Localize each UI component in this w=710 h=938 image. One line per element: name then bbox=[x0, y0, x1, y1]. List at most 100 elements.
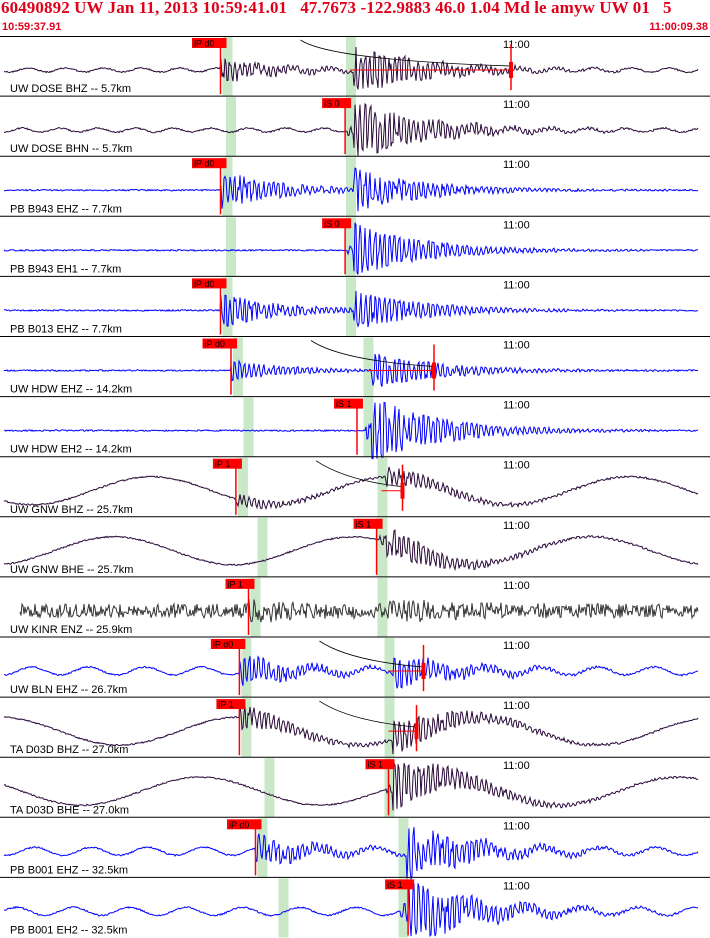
pick-label-box bbox=[353, 518, 383, 529]
waveform bbox=[4, 655, 699, 689]
pick-label-box bbox=[192, 158, 227, 169]
minute-label: 11:00 bbox=[503, 340, 530, 352]
pick-label-box bbox=[210, 639, 246, 649]
minute-label: 11:00 bbox=[503, 580, 530, 592]
station-label: UW HDW EHZ -- 14.2km bbox=[10, 384, 132, 396]
waveform bbox=[4, 402, 699, 460]
waveform bbox=[3, 222, 699, 275]
s-window bbox=[346, 157, 356, 217]
minute-label: 11:00 bbox=[503, 820, 530, 832]
trace-row[interactable]: iP d0 11:00 UW BLN EHZ -- 26.7km bbox=[0, 636, 710, 698]
station-label: UW GNW BHZ -- 25.7km bbox=[10, 504, 133, 516]
waveform bbox=[19, 598, 699, 623]
pick-label-box bbox=[216, 699, 246, 710]
station-label: UW DOSE BHN -- 5.7km bbox=[10, 143, 132, 155]
station-label: PB B943 EH1 -- 7.7km bbox=[10, 263, 121, 275]
minute-label: 11:00 bbox=[503, 700, 530, 712]
minute-label: 11:00 bbox=[503, 880, 530, 892]
minute-label: 11:00 bbox=[503, 460, 530, 472]
p-window bbox=[222, 37, 233, 97]
trace-row[interactable]: iP 1 11:00 UW KINR ENZ -- 25.9km bbox=[0, 576, 710, 637]
trace-row[interactable]: iP 1 11:00 UW GNW BHZ -- 25.7km bbox=[0, 456, 710, 517]
pick-label: iP d0 bbox=[194, 39, 214, 49]
minute-label: 11:00 bbox=[503, 520, 530, 532]
coda-fit-curve bbox=[315, 460, 403, 488]
p-window bbox=[257, 517, 268, 577]
event-header: 60490892 UW Jan 11, 2013 10:59:41.01 47.… bbox=[0, 0, 710, 37]
waveform bbox=[3, 466, 699, 511]
coda-handle[interactable] bbox=[509, 62, 513, 78]
p-window bbox=[222, 157, 233, 217]
pick-label: iP d0 bbox=[205, 339, 225, 349]
minute-label: 11:00 bbox=[503, 99, 530, 111]
pick-label: iP 1 bbox=[228, 579, 243, 589]
station-label: TA D03D BHE -- 27.0km bbox=[10, 804, 129, 816]
trace-row[interactable]: iS 1 11:00 TA D03D BHE -- 27.0km bbox=[0, 756, 710, 818]
pick-label-box bbox=[227, 819, 262, 830]
window-end-time: 11:00:09.38 bbox=[649, 21, 708, 33]
minute-label: 11:00 bbox=[503, 760, 530, 772]
trace-row[interactable]: iP 1 11:00 TA D03D BHZ -- 27.0km bbox=[0, 696, 710, 758]
trace-row[interactable]: iP d0 11:00 UW DOSE BHZ -- 5.7km bbox=[3, 37, 699, 97]
s-window bbox=[384, 698, 395, 758]
p-window bbox=[233, 337, 243, 397]
s-window bbox=[377, 457, 388, 517]
station-label: UW DOSE BHZ -- 5.7km bbox=[10, 83, 131, 95]
minute-label: 11:00 bbox=[503, 159, 530, 171]
pick-label: iP d0 bbox=[229, 820, 249, 830]
trace-row[interactable]: iS 0 11:00 PB B943 EH1 -- 7.7km bbox=[0, 215, 710, 277]
pick-label: iP 1 bbox=[218, 700, 233, 710]
trace-row[interactable]: iS 1 11:00 PB B001 EH2 -- 32.5km bbox=[0, 876, 710, 938]
coda-fit-curve bbox=[310, 340, 435, 367]
pick-label: iS 1 bbox=[336, 399, 352, 409]
station-label: PB B001 EH2 -- 32.5km bbox=[10, 925, 127, 937]
minute-label: 11:00 bbox=[503, 640, 530, 652]
minute-label: 11:00 bbox=[503, 39, 530, 51]
window-start-time: 10:59:37.91 bbox=[2, 21, 62, 33]
waveform bbox=[3, 529, 699, 572]
p-window bbox=[226, 97, 236, 157]
coda-handle[interactable] bbox=[414, 723, 419, 740]
pick-label-box bbox=[225, 578, 255, 589]
p-window bbox=[241, 638, 252, 698]
waveform bbox=[3, 827, 699, 880]
station-label: PB B001 EHZ -- 32.5km bbox=[10, 864, 128, 876]
trace-row[interactable]: iS 0 11:00 UW DOSE BHN -- 5.7km bbox=[0, 95, 710, 157]
p-window bbox=[222, 277, 233, 337]
coda-handle[interactable] bbox=[421, 663, 426, 679]
waveform bbox=[3, 290, 699, 328]
trace-row[interactable]: iP d0 11:00 PB B943 EHZ -- 7.7km bbox=[0, 155, 710, 217]
seismogram-panel[interactable]: iP d0 11:00 UW DOSE BHZ -- 5.7km iS 0 11:00 U… bbox=[0, 36, 710, 938]
coda-fit-curve bbox=[319, 640, 424, 668]
s-window bbox=[346, 37, 356, 97]
coda-handle[interactable] bbox=[432, 362, 436, 379]
pick-label-box bbox=[365, 759, 395, 770]
waveform bbox=[3, 761, 699, 811]
station-label: UW BLN EHZ -- 26.7km bbox=[10, 684, 127, 696]
station-label: UW GNW BHE -- 25.7km bbox=[10, 564, 133, 576]
p-window bbox=[278, 878, 289, 938]
s-window bbox=[384, 638, 395, 698]
coda-fit-curve bbox=[319, 700, 417, 728]
trace-row[interactable]: iS 1 11:00 UW GNW BHE -- 25.7km bbox=[0, 516, 710, 577]
station-label: PB B013 EHZ -- 7.7km bbox=[10, 324, 122, 336]
s-window bbox=[346, 277, 356, 337]
pick-label: iS 1 bbox=[368, 760, 384, 770]
trace-row[interactable]: iP d0 11:00 PB B013 EHZ -- 7.7km bbox=[0, 275, 710, 337]
pick-label-box bbox=[385, 879, 415, 890]
trace-row[interactable]: iS 1 11:00 UW HDW EH2 -- 14.2km bbox=[0, 396, 710, 460]
station-label: TA D03D BHZ -- 27.0km bbox=[10, 744, 128, 756]
station-label: PB B943 EHZ -- 7.7km bbox=[10, 203, 122, 215]
p-window bbox=[257, 818, 268, 878]
pick-label-box bbox=[334, 398, 363, 409]
minute-label: 11:00 bbox=[503, 400, 530, 412]
trace-row[interactable]: iP d0 11:00 PB B001 EHZ -- 32.5km bbox=[0, 816, 710, 880]
coda-handle[interactable] bbox=[400, 482, 405, 499]
pick-label: iP d0 bbox=[194, 159, 214, 169]
pick-label-box bbox=[202, 338, 237, 349]
pick-label: iS 0 bbox=[324, 219, 340, 229]
pick-label-box bbox=[192, 278, 227, 289]
trace-row[interactable]: iP d0 11:00 UW HDW EHZ -- 14.2km bbox=[0, 336, 710, 397]
pick-label: iS 0 bbox=[324, 99, 340, 109]
event-title: 60490892 UW Jan 11, 2013 10:59:41.01 47.… bbox=[1, 0, 672, 17]
